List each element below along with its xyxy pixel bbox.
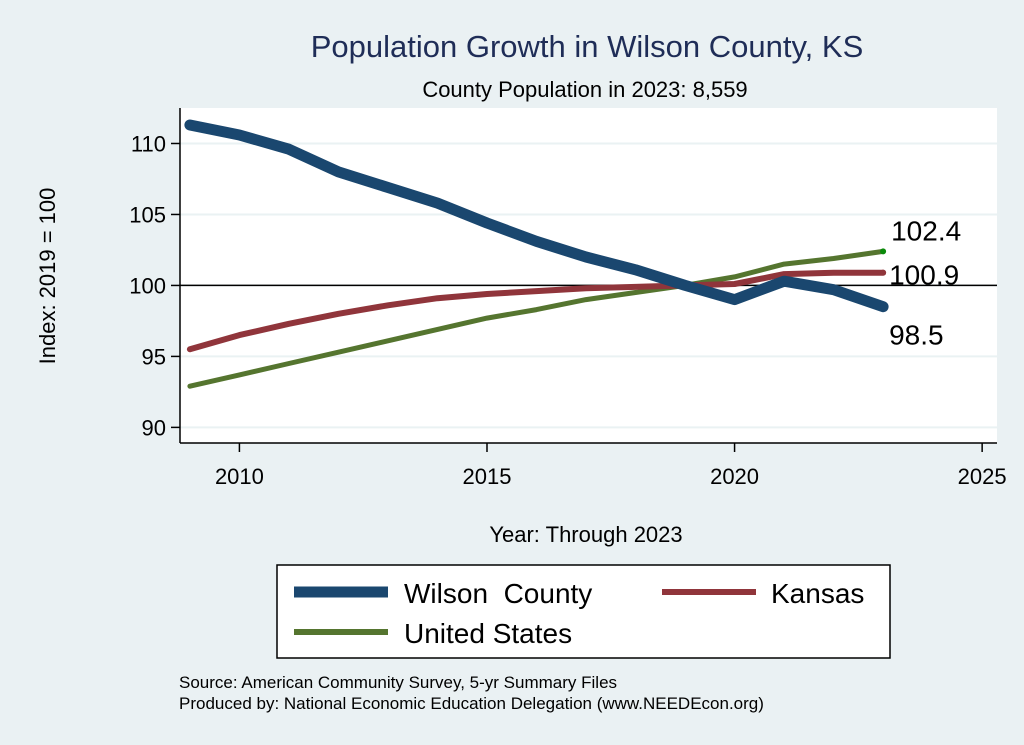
source-note: Source: American Community Survey, 5-yr … [179, 673, 617, 692]
x-ticks: 2010 2015 2020 2025 [215, 443, 1007, 489]
produced-by-note: Produced by: National Economic Education… [179, 694, 764, 713]
y-tick-label: 90 [142, 415, 166, 440]
x-tick-label: 2010 [215, 464, 264, 489]
x-tick-label: 2015 [463, 464, 512, 489]
end-labels: 98.5 100.9 102.4 [889, 215, 961, 350]
series-end-marker [880, 303, 887, 310]
legend-label-wilson-county: Wilson County [404, 578, 592, 609]
end-label-kansas: 100.9 [889, 260, 959, 291]
series-end-marker [880, 248, 887, 255]
chart-subtitle: County Population in 2023: 8,559 [422, 77, 747, 102]
legend-label-kansas: Kansas [771, 578, 864, 609]
legend-box [276, 564, 891, 659]
series-lines [184, 119, 889, 389]
legend-label-united-states: United States [404, 618, 572, 649]
chart-title: Population Growth in Wilson County, KS [311, 29, 864, 64]
series-line-kansas [186, 269, 887, 353]
x-tick-label: 2025 [958, 464, 1007, 489]
end-label-wilson-county: 98.5 [889, 320, 944, 351]
x-tick-label: 2020 [710, 464, 759, 489]
y-tick-label: 100 [129, 273, 166, 298]
y-tick-label: 105 [129, 202, 166, 227]
y-tick-label: 95 [142, 344, 166, 369]
legend: Wilson County Kansas United States [276, 564, 891, 659]
y-axis-title: Index: 2019 = 100 [35, 188, 60, 365]
series-line-wilson-county [184, 119, 889, 313]
y-ticks: 90 95 100 105 110 [129, 131, 180, 440]
series-line-united-states [187, 248, 886, 389]
y-tick-label: 110 [131, 131, 166, 156]
series-end-marker [880, 269, 887, 276]
end-label-united-states: 102.4 [891, 215, 961, 246]
x-axis-title: Year: Through 2023 [489, 522, 682, 547]
